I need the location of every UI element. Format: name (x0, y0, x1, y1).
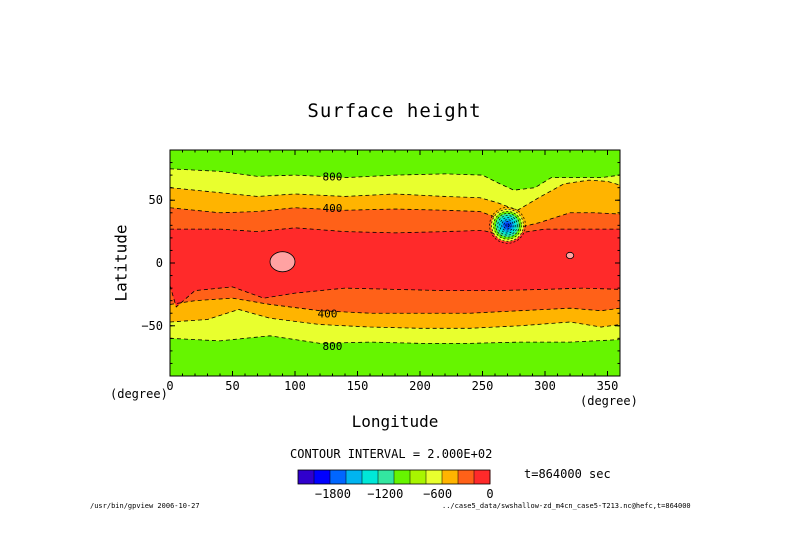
contour-band-level-minus-200-to-0 (170, 227, 620, 307)
contour-line-level-minus-600-to-minus-400-south (170, 309, 620, 329)
low-contour-5 (499, 217, 516, 234)
x-tick-label-7: 350 (597, 379, 619, 393)
x-tick-label-2: 100 (284, 379, 306, 393)
high-center-0 (269, 251, 296, 273)
time-text: t=864000 sec (524, 467, 611, 481)
contour-interval-text: CONTOUR INTERVAL = 2.000E+02 (290, 447, 493, 461)
colorbar-swatch-5 (378, 470, 395, 484)
low-contour-6 (501, 219, 514, 232)
contour-label-0: 800 (323, 171, 343, 184)
y-tick-label-2: −50 (141, 319, 163, 333)
colorbar-tick-label-2: −600 (423, 487, 452, 501)
colorbar-tick-label-0: −1800 (315, 487, 351, 501)
contour-label-1: 400 (323, 202, 343, 215)
colorbar-swatch-6 (394, 470, 411, 484)
colorbar-swatch-2 (330, 470, 347, 484)
x-tick-label-3: 150 (347, 379, 369, 393)
contour-labels: 800 400 400 800 (318, 171, 343, 354)
chart-title: Surface height (307, 100, 482, 122)
x-tick-label-4: 200 (409, 379, 431, 393)
colorbar: −1800 −1200 −600 0 (297, 469, 494, 501)
x-tick-label-5: 250 (472, 379, 494, 393)
low-contour-2 (493, 211, 522, 240)
footer-right-text: ../case5_data/swshallow-zd_m4cn_case5-T2… (442, 502, 691, 510)
footer-left-text: /usr/bin/gpview 2006-10-27 (90, 502, 200, 510)
colorbar-swatch-1 (314, 470, 331, 484)
y-axis-label: Latitude (111, 224, 131, 302)
colorbar-swatch-11 (474, 470, 491, 484)
x-axis-unit: (degree) (580, 394, 638, 408)
x-tick-label-6: 300 (534, 379, 556, 393)
colorbar-swatch-10 (458, 470, 475, 484)
contour-line-level-minus-800-to-minus-600-south (170, 335, 620, 344)
plot-area (170, 150, 620, 376)
high-center-1 (565, 251, 575, 260)
colorbar-tick-label-3: 0 (486, 487, 493, 501)
y-tick-label-1: 0 (156, 256, 163, 270)
low-contour-7 (503, 221, 512, 230)
colorbar-tick-label-1: −1200 (367, 487, 403, 501)
y-tick-label-0: 50 (149, 193, 163, 207)
low-contour-8 (505, 223, 510, 228)
colorbar-swatch-4 (362, 470, 379, 484)
colorbar-swatch-9 (442, 470, 459, 484)
x-tick-label-0: 0 (166, 379, 173, 393)
low-contour-1 (491, 209, 524, 242)
contour-label-3: 800 (323, 340, 343, 353)
low-contour-0 (489, 207, 526, 244)
contour-line-level-minus-200-to-0-north (170, 227, 620, 236)
contour-line-level-minus-400-to-minus-200-south (170, 297, 620, 314)
colorbar-swatch-8 (426, 470, 443, 484)
contour-line-level-minus-200-to-0-south (170, 285, 620, 308)
contour-line-level-minus-800-to-minus-600-north (170, 168, 620, 191)
contour-line-level-minus-400-to-minus-200-north (170, 207, 620, 229)
colorbar-swatch-3 (346, 470, 363, 484)
contour-label-2: 400 (318, 307, 338, 320)
contour-line-level-minus-600-to-minus-400-north (170, 179, 620, 211)
x-tick-label-1: 50 (225, 379, 239, 393)
colorbar-swatch-7 (410, 470, 427, 484)
y-axis-unit: (degree) (110, 387, 168, 401)
low-contour-3 (495, 213, 520, 238)
x-axis-label: Longitude (351, 412, 439, 431)
axes: 0 50 100 150 200 250 300 350 50 0 −50 (141, 149, 621, 393)
low-contour-4 (497, 215, 518, 236)
colorbar-swatch-0 (298, 470, 315, 484)
